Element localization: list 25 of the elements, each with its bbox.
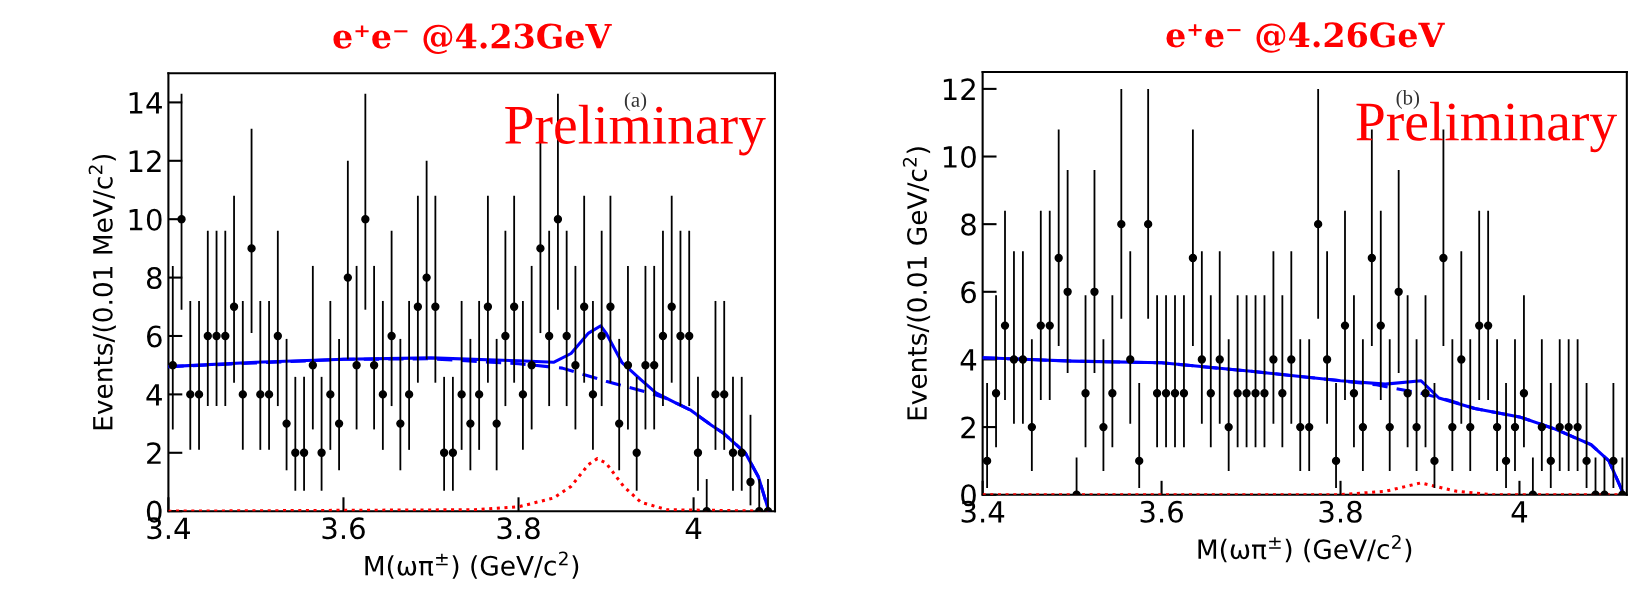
x-tick-label: 3.6 — [322, 517, 365, 540]
y-tick-label: 12 — [129, 150, 161, 172]
x-tick-label: 3.8 — [1319, 500, 1362, 523]
y-tick-label: 4 — [146, 384, 162, 406]
x-tick-label: 3.8 — [497, 517, 540, 540]
y-axis-title: Events/(0.01 MeV/c$^{2}$) — [88, 154, 116, 430]
y-tick-label: 10 — [129, 208, 162, 231]
y-tick-label: 14 — [129, 92, 162, 114]
x-tick-label: 4 — [685, 517, 702, 539]
y-tick-label: 8 — [961, 213, 976, 236]
y-tick-label: 6 — [147, 325, 162, 348]
x-tick-label: 4 — [1511, 501, 1528, 523]
x-axis-title: M(ωπ$^{±}$) (GeV/c$^{2}$) — [365, 551, 579, 579]
chart-title: e⁺e⁻ @4.23GeV — [333, 23, 612, 54]
y-tick-label: 2 — [961, 416, 975, 439]
y-tick-label: 6 — [961, 281, 976, 304]
chart-title: e⁺e⁻ @4.26GeV — [1166, 22, 1445, 53]
y-tick-label: 12 — [943, 78, 975, 100]
x-tick-label: 3.6 — [1140, 500, 1183, 523]
y-tick-label: 10 — [943, 145, 976, 169]
y-tick-label: 4 — [960, 349, 977, 371]
y-axis-title: Events/(0.01 GeV/c$^{2}$) — [902, 147, 931, 420]
y-tick-label: 8 — [146, 267, 162, 290]
y-tick-label: 2 — [147, 442, 161, 464]
x-axis-title: M(ωπ$^{±}$) (GeV/c$^{2}$) — [1198, 535, 1412, 563]
